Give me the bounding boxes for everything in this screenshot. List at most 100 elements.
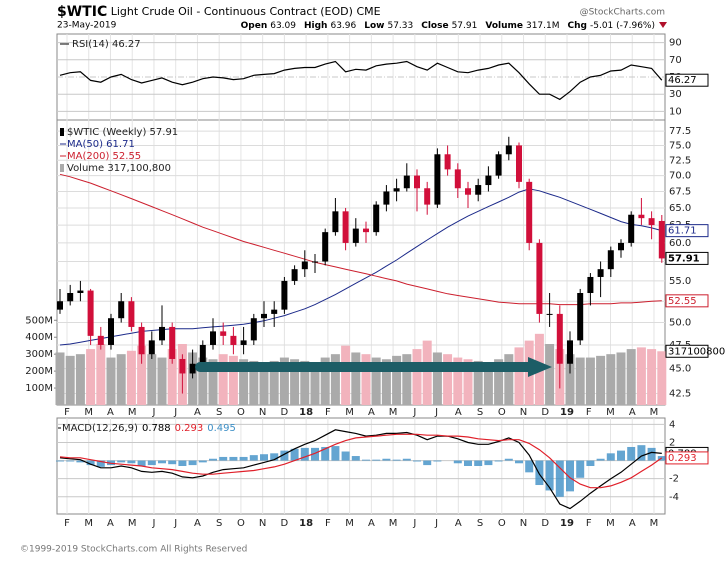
x-tick-label: M <box>128 518 137 529</box>
x-tick-label: O <box>498 407 506 418</box>
x-tick-label: J <box>412 518 416 529</box>
histogram-bar <box>300 447 309 461</box>
legend-entry: 0.293 <box>175 423 204 434</box>
candle-body <box>597 269 604 277</box>
arrow-head <box>528 357 552 377</box>
candle-body <box>199 344 206 364</box>
candle-body <box>261 313 267 319</box>
legend-entry: MA(50) 61.71 <box>67 139 135 150</box>
candle-body <box>475 185 482 195</box>
legend-entry: Volume 317,100,800 <box>67 163 171 174</box>
candle-body <box>648 218 655 226</box>
histogram-bar <box>433 460 442 462</box>
histogram-bar <box>484 460 493 466</box>
histogram-bar <box>494 460 503 462</box>
y-tick-label: -2 <box>669 474 679 485</box>
x-tick-label: D <box>281 407 289 418</box>
x-tick-label: S <box>477 407 483 418</box>
x-tick-label: M <box>84 407 93 418</box>
volume-tick-label: 300M <box>25 349 53 360</box>
histogram-bar <box>525 460 534 473</box>
x-tick-label: F <box>586 518 592 529</box>
candle-body <box>607 250 614 270</box>
volume-bar <box>392 355 402 405</box>
candle-body <box>577 293 584 341</box>
histogram-bar <box>382 458 391 461</box>
macd-panel <box>56 417 666 515</box>
x-tick-label: J <box>173 407 177 418</box>
histogram-bar <box>96 460 105 467</box>
candle-body <box>87 290 94 336</box>
histogram-bar <box>168 460 177 465</box>
volume-bar <box>65 355 75 405</box>
histogram-bar <box>56 460 64 462</box>
annotation-arrow <box>195 357 552 377</box>
histogram-bar <box>627 446 636 461</box>
candle-body <box>118 301 125 319</box>
legend-title: $WTIC (Weekly) 57.91 <box>67 127 178 138</box>
volume-bar <box>361 354 371 405</box>
quote-label: High <box>304 21 327 31</box>
quote-label: Close <box>421 21 448 31</box>
volume-bar <box>188 352 198 405</box>
histogram-bar <box>576 460 585 478</box>
histogram-bar <box>198 460 207 463</box>
value-tag <box>665 251 709 265</box>
histogram-bar <box>606 453 615 461</box>
candle-body <box>77 290 84 294</box>
y-tick-label: 30 <box>669 89 682 100</box>
volume-bar <box>208 359 218 405</box>
volume-bar <box>106 357 116 405</box>
histogram-bar <box>535 460 544 486</box>
value-tag <box>665 344 709 358</box>
candle-body <box>556 313 563 364</box>
candle-body <box>322 232 329 262</box>
volume-tick-label: 500M <box>25 315 53 326</box>
candle-body <box>138 326 145 355</box>
y-tick-label: 45.0 <box>669 364 691 375</box>
y-tick-label: 90 <box>669 38 682 49</box>
histogram-bar <box>637 445 646 461</box>
volume-bar <box>75 354 85 405</box>
histogram-bar <box>392 459 401 461</box>
watermark: @StockCharts.com <box>580 8 665 18</box>
moving-average <box>59 188 662 346</box>
volume-bar <box>310 362 320 405</box>
x-tick-label: S <box>477 518 483 529</box>
legend-entry: 0.495 <box>207 423 236 434</box>
x-tick-label: O <box>237 407 245 418</box>
y-tick-label: 4 <box>669 419 675 430</box>
x-tick-label: A <box>368 518 375 529</box>
x-tick-label: M <box>606 518 615 529</box>
histogram-bar <box>127 460 136 464</box>
x-tick-label: J <box>151 518 155 529</box>
price-panel <box>56 119 666 406</box>
quote-label: Volume <box>485 21 523 31</box>
x-tick-label: 18 <box>299 407 313 418</box>
candle-body <box>97 335 104 345</box>
x-tick-label: J <box>434 407 438 418</box>
volume-bar <box>218 354 228 405</box>
exchange: CME <box>356 5 380 18</box>
quote: Open 63.09 High 63.96 Low 57.33 Close 57.91 Volu… <box>241 21 655 31</box>
x-tick-label: 18 <box>299 518 313 529</box>
x-tick-label: M <box>84 518 93 529</box>
x-tick-label: N <box>259 518 266 529</box>
volume-bar <box>300 360 310 405</box>
candle-body <box>189 363 196 374</box>
volume-bar <box>647 349 657 405</box>
volume-bar <box>514 347 524 405</box>
histogram-bar <box>178 460 187 466</box>
volume-bar <box>126 350 136 405</box>
candle-body <box>148 340 155 355</box>
volume-bar <box>330 354 340 405</box>
x-tick-label: F <box>64 407 70 418</box>
volume-bar <box>494 359 504 405</box>
x-tick-label: F <box>586 407 592 418</box>
quote-label: Chg <box>568 21 587 31</box>
y-tick-label: 2 <box>669 437 675 448</box>
volume-bar <box>55 352 65 405</box>
y-tick-label: 55.0 <box>669 276 691 287</box>
histogram-bar <box>351 456 360 461</box>
candle-body <box>301 261 308 270</box>
